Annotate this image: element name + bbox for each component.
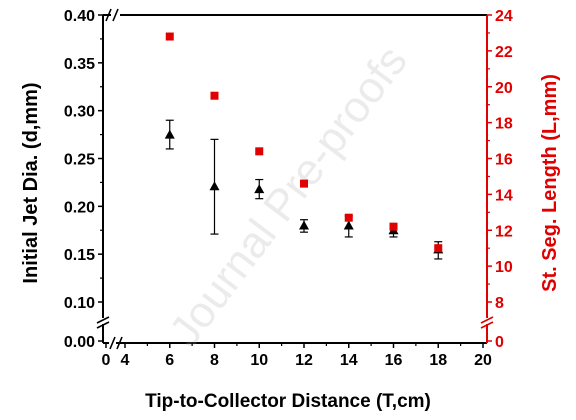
x-axis-title: Tip-to-Collector Distance (T,cm)	[145, 391, 431, 412]
x-tick-label: 16	[385, 352, 403, 369]
x-tick-label: 20	[474, 352, 492, 369]
triangle-marker	[164, 129, 175, 139]
square-marker	[344, 213, 353, 222]
x-tick-label: 10	[250, 352, 268, 369]
watermark: Journal Pre-proofs	[160, 37, 417, 356]
axis-break-mark	[116, 336, 123, 350]
y-right-tick-label: 10	[495, 259, 513, 276]
square-marker	[210, 91, 219, 100]
y-right-tick-label: 0	[495, 334, 504, 351]
watermark-text: Journal Pre-proofs	[160, 37, 417, 356]
y-axis-left-title: Initial Jet Dia. (d,mm)	[20, 82, 42, 283]
x-tick-label: 6	[165, 352, 174, 369]
axis-break-mark	[96, 316, 110, 324]
y-right-tick-label: 18	[495, 116, 513, 133]
x-tick-label: 4	[121, 352, 130, 369]
square-marker	[165, 32, 174, 41]
y-right-tick-label: 16	[495, 152, 513, 169]
axis-break-mark	[112, 8, 119, 22]
y-right-tick-label: 24	[495, 8, 513, 25]
y-right-tick-label: 12	[495, 223, 513, 240]
triangle-marker	[299, 220, 309, 230]
axis-break-mark	[480, 316, 494, 324]
y-right-tick-label: 14	[495, 187, 513, 204]
square-marker	[300, 179, 308, 188]
y-right-tick-label: 22	[495, 44, 513, 61]
ticks: 0 4 6 8 10 12 14 16 18 200.000.100.150.200.250.30…	[64, 8, 513, 369]
y-left-tick-label: 0.10	[64, 295, 95, 312]
y-axis-right-title: St. Seg. Length (L,mm)	[539, 74, 561, 292]
x-tick-label: 12	[295, 352, 313, 369]
axis-break-mark	[480, 321, 494, 329]
x-tick-label: 8	[210, 352, 219, 369]
triangle-marker	[209, 181, 220, 191]
square-marker	[255, 147, 264, 156]
y-left-tick-label: 0.15	[64, 247, 95, 264]
y-left-tick-label: 0.20	[64, 199, 95, 216]
triangle-marker	[254, 184, 265, 194]
plot-frame	[96, 8, 494, 350]
y-left-tick-label: 0.35	[64, 56, 95, 73]
y-left-tick-label: 0.30	[64, 104, 95, 121]
y-right-tick-label: 8	[495, 295, 504, 312]
y-left-tick-label: 0.40	[64, 8, 95, 25]
triangle-marker	[343, 220, 354, 230]
axis-break-mark	[105, 8, 112, 22]
x-tick-label: 14	[340, 352, 358, 369]
x-tick-label: 0	[102, 352, 111, 369]
y-right-tick-label: 20	[495, 80, 513, 97]
axis-break-mark	[96, 321, 110, 329]
axis-break-mark	[109, 336, 116, 350]
square-marker	[434, 244, 443, 253]
data-marks	[164, 32, 444, 254]
y-left-tick-label: 0.00	[64, 334, 95, 351]
y-left-tick-label: 0.25	[64, 152, 95, 169]
x-tick-label: 18	[429, 352, 447, 369]
square-marker	[389, 222, 398, 231]
